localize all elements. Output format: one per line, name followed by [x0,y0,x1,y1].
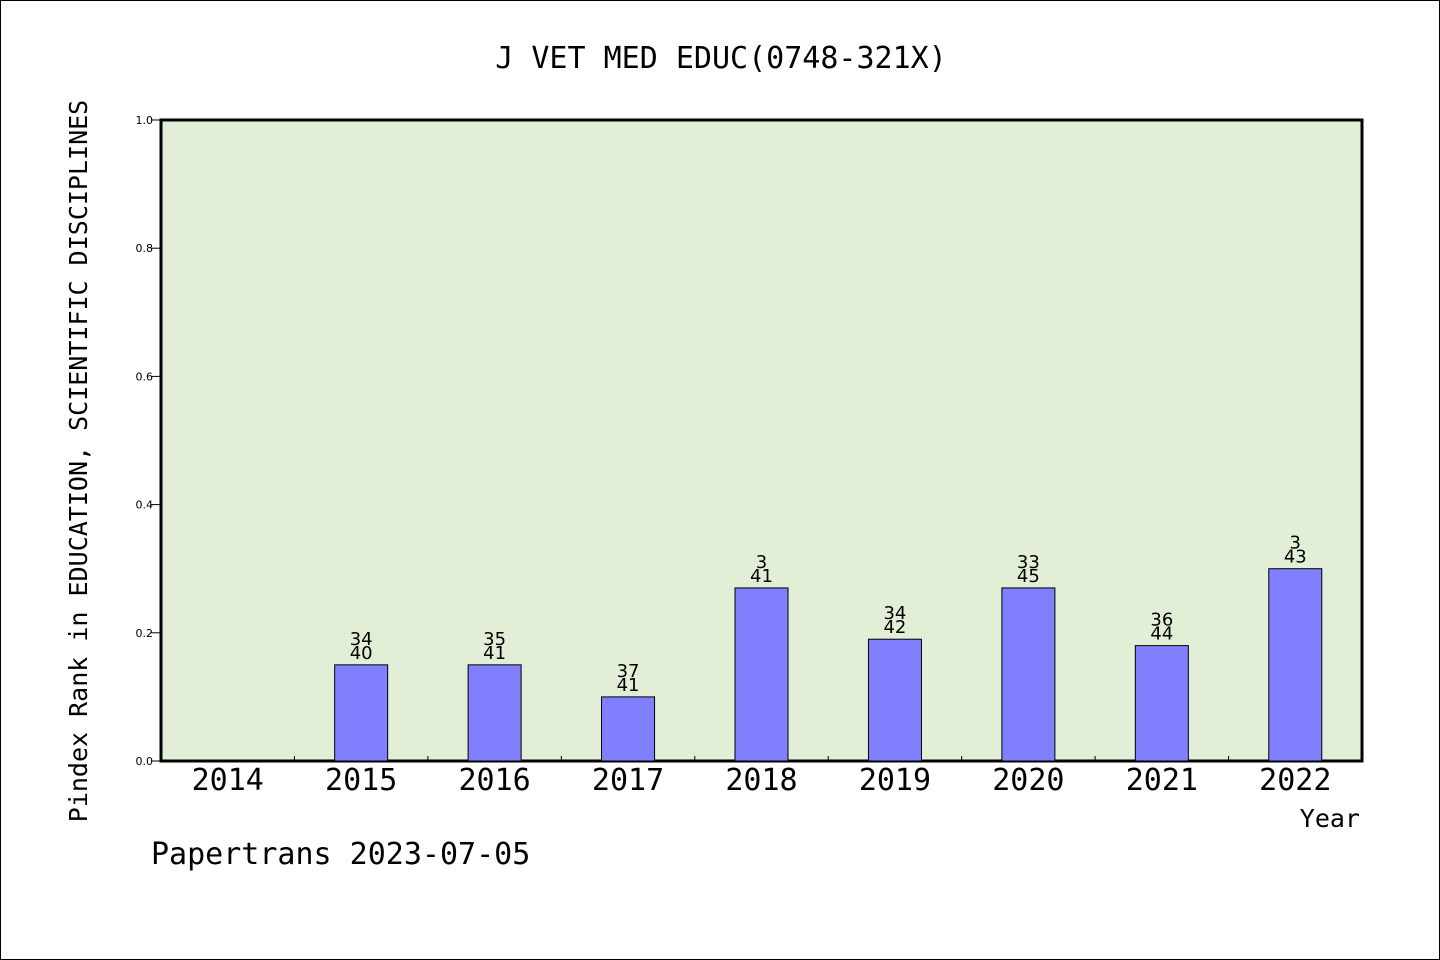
x-tick-label: 2021 [1126,763,1198,798]
bar-label-total: 44 [1150,624,1173,645]
x-tick-label: 2018 [725,763,797,798]
x-tick-label: 2016 [458,763,530,798]
bar-label-rank: 34 [883,603,906,624]
y-tick-label: 0.8 [136,242,154,255]
bar-label-rank: 33 [1017,552,1040,573]
bar-label-total: 41 [483,643,506,664]
bar-2022 [1268,568,1323,762]
chart-title: J VET MED EDUC(0748-321X) [495,41,947,76]
bars [334,568,1323,762]
x-tick-label: 2020 [992,763,1064,798]
x-tick-label: 2022 [1259,763,1331,798]
x-axis-label: Year [1300,804,1360,833]
y-tick-label: 0.2 [136,627,154,640]
bar-label-total: 45 [1017,566,1040,587]
bar-2016 [467,664,522,762]
x-axis-ticks: 2014 2015 2016 2017 2018 2019 2020 2021 2022 [192,756,1331,798]
bar-label-rank: 35 [483,629,506,650]
bar-2021 [1134,645,1189,762]
x-tick-label: 2017 [592,763,664,798]
bar-2019 [867,638,922,762]
y-tick-label: 0.4 [136,499,154,512]
y-axis-ticks: 0.0 0.2 0.4 0.6 0.8 1.0 [136,114,161,768]
bar-label-total: 40 [350,643,373,664]
bar-label-rank: 34 [350,629,373,650]
bar-label-total: 43 [1284,547,1307,568]
x-tick-label: 2019 [859,763,931,798]
bar-label-total: 42 [883,617,906,638]
bar-2020 [1001,587,1056,762]
bar-label-rank: 3 [756,552,767,573]
x-tick-label: 2015 [325,763,397,798]
bar-label-total: 41 [750,566,773,587]
bar-label-rank: 37 [617,661,640,682]
y-axis-label: Pindex Rank in EDUCATION, SCIENTIFIC DIS… [64,100,93,822]
bar-2018 [734,587,789,762]
bar-label-rank: 3 [1290,533,1301,554]
bar-label-total: 41 [617,675,640,696]
y-tick-label: 1.0 [136,114,154,127]
y-tick-label: 0.6 [136,370,154,383]
bar-2015 [334,664,389,762]
bar-label-rank: 36 [1150,610,1173,631]
bar-2017 [601,696,656,762]
footer-text: Papertrans 2023-07-05 [151,837,530,872]
x-tick-label: 2014 [192,763,264,798]
y-tick-label: 0.0 [136,755,154,768]
